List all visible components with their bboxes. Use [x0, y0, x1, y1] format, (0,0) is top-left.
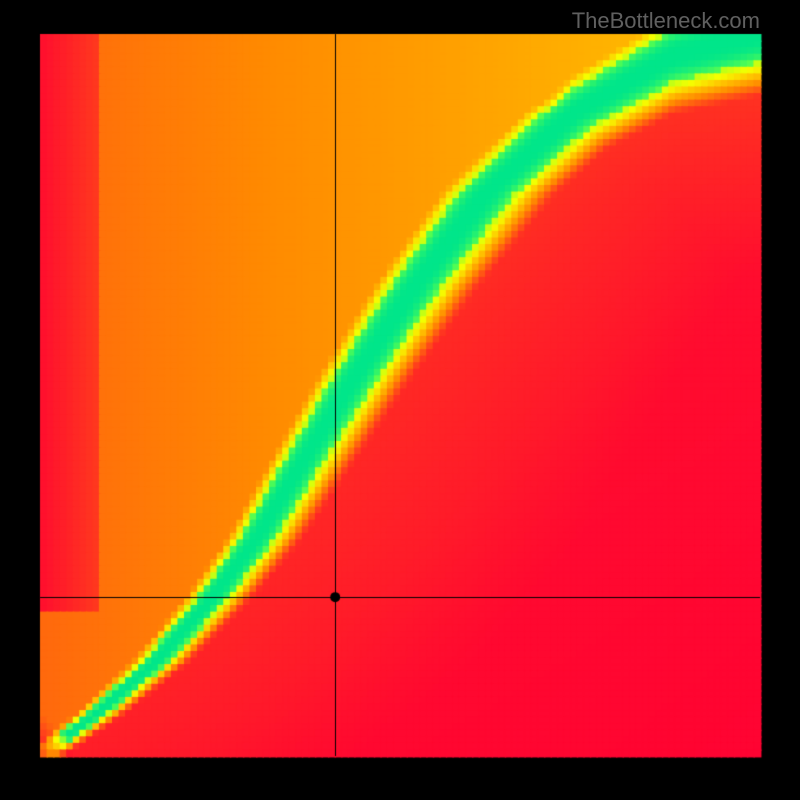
watermark-text: TheBottleneck.com [572, 8, 760, 34]
bottleneck-heatmap [0, 0, 800, 800]
